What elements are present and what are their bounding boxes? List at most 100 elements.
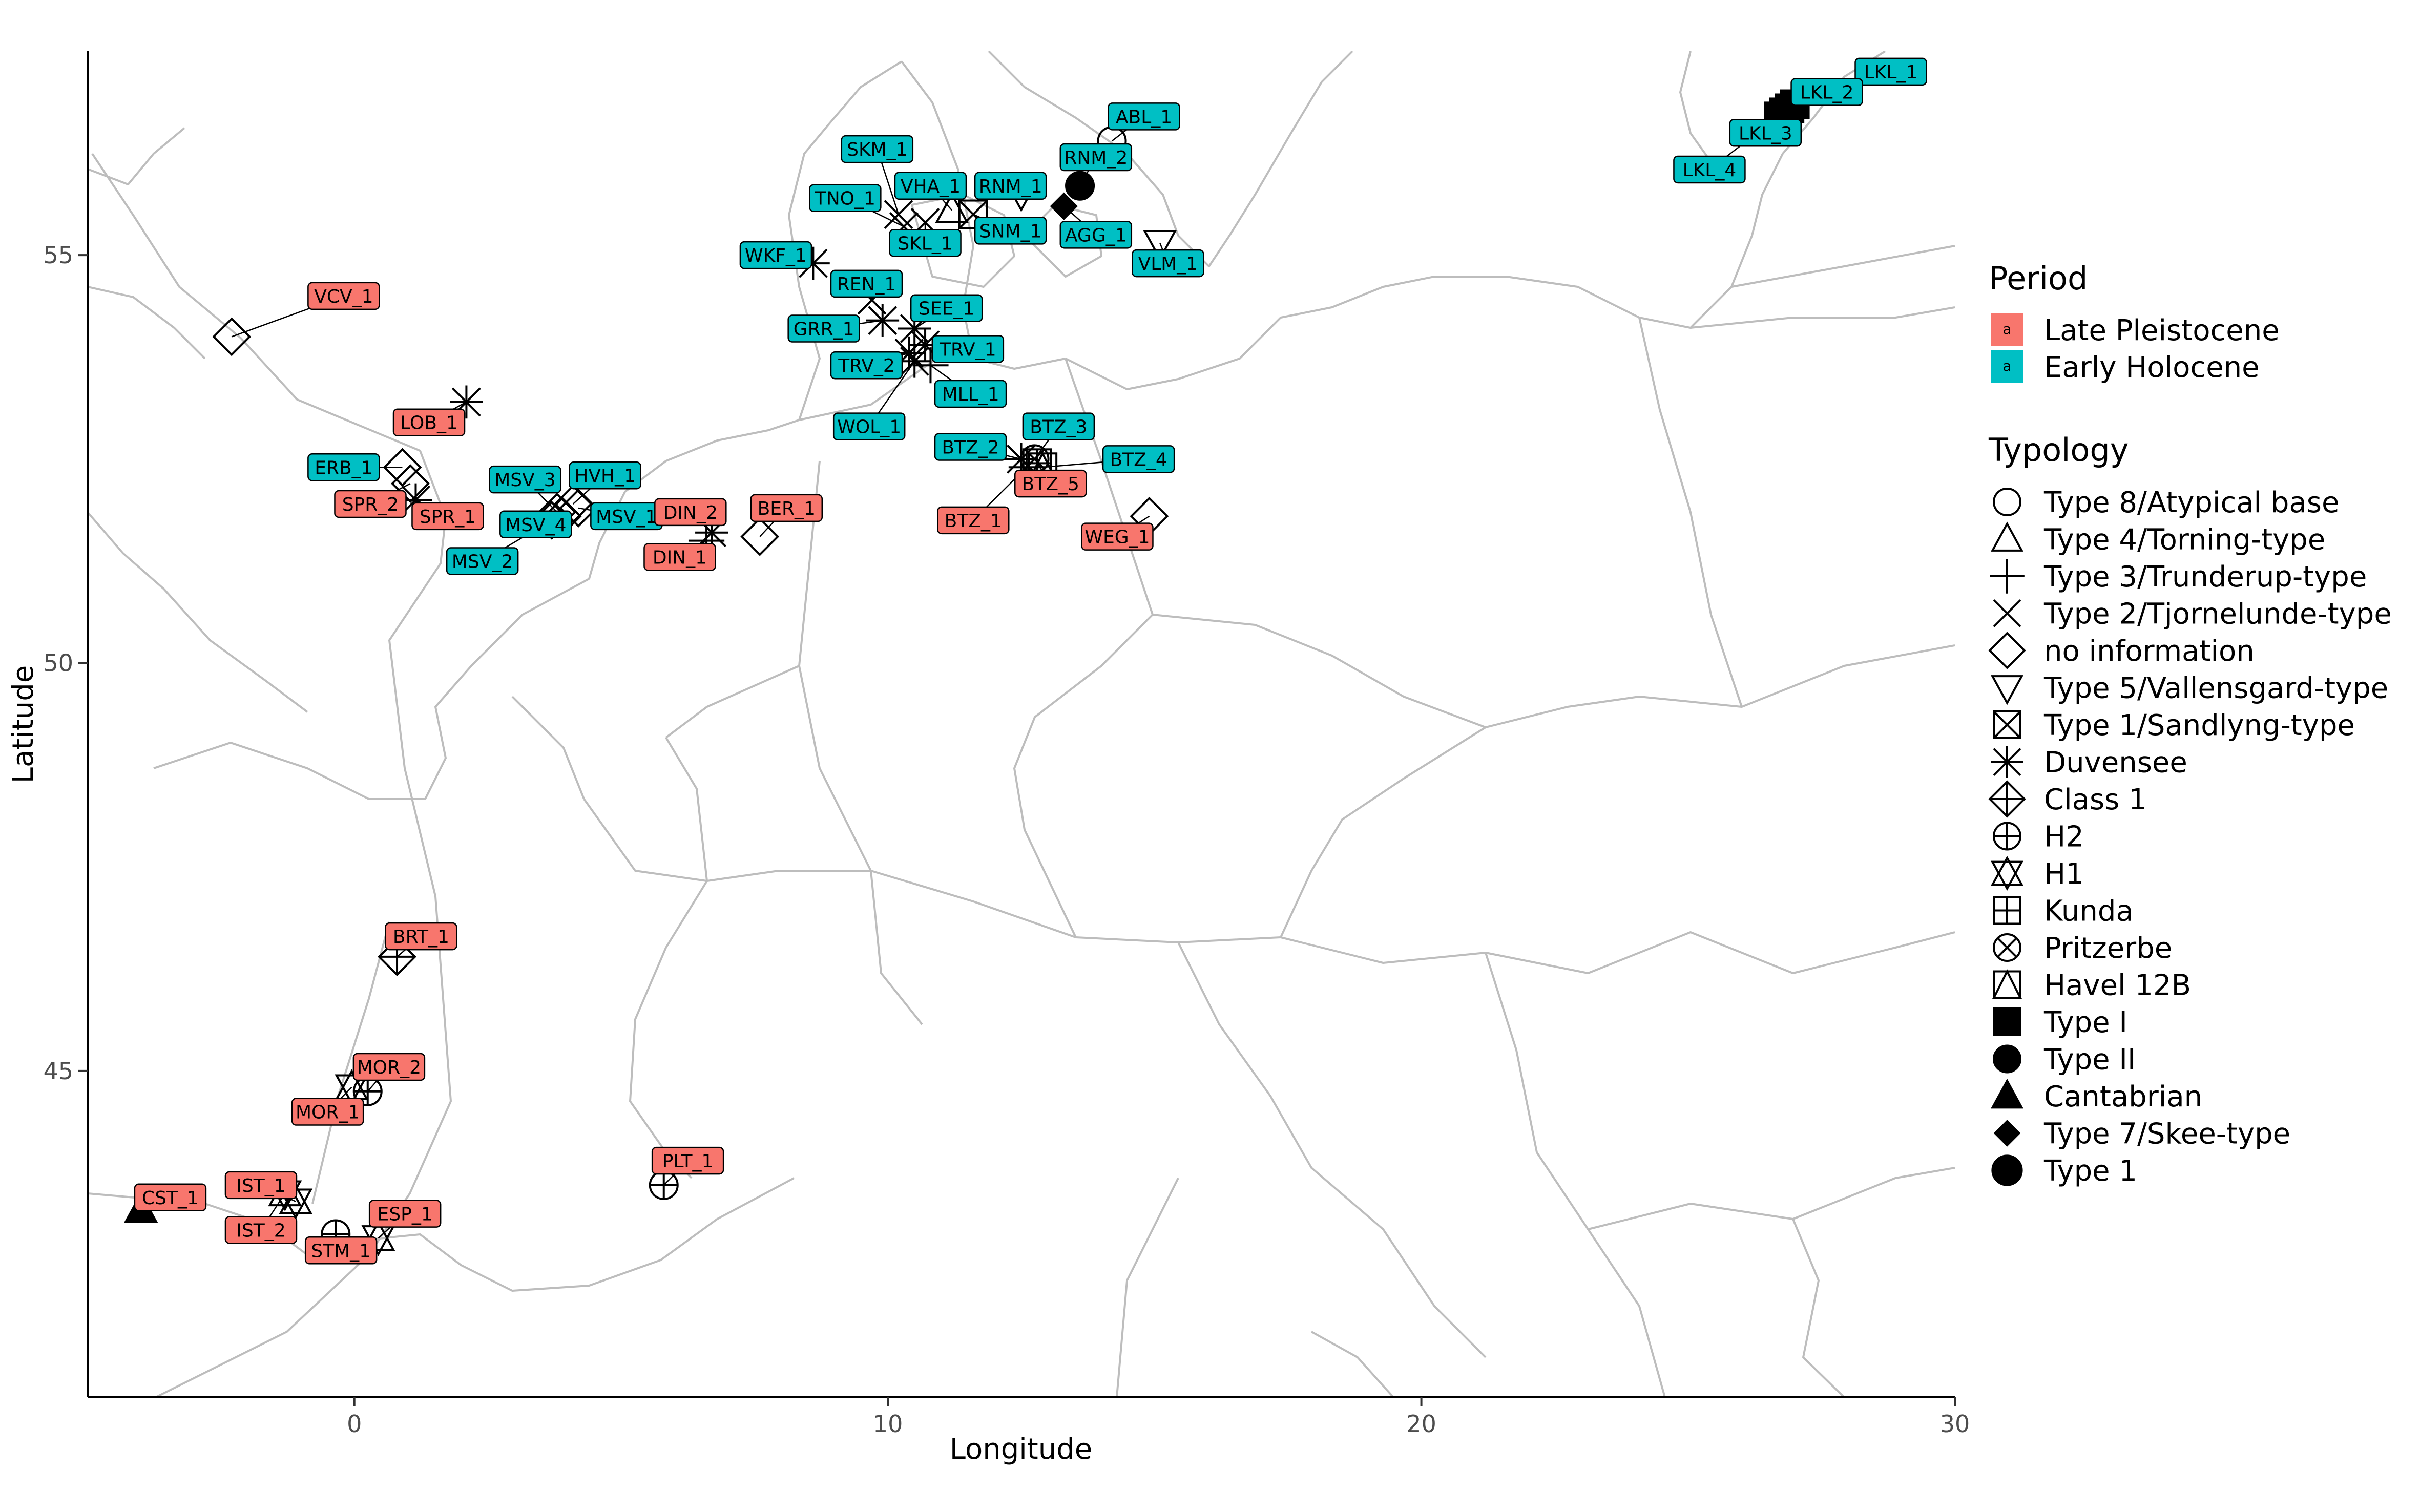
site-label-text: ABL_1 <box>1116 107 1172 128</box>
site-label-din-2: DIN_2 <box>654 498 727 527</box>
legend-typology: Typology Type 8/Atypical base Type 4/Torn… <box>1988 431 2392 1188</box>
site-marker-vcv-1 <box>212 317 252 356</box>
site-label-snm-1: SNM_1 <box>974 217 1047 245</box>
legend-typology-label: Type I <box>2043 1006 2127 1039</box>
legend-typology-label: Duvensee <box>2044 746 2187 780</box>
site-label-vcv-1: VCV_1 <box>307 282 380 310</box>
site-label-rnm-1: RNM_1 <box>974 172 1047 200</box>
legend-typology-symbol <box>1993 933 2021 962</box>
site-label-ren-1: REN_1 <box>830 269 903 298</box>
legend-typology-item: Duvensee <box>1991 746 2187 780</box>
site-label-grr-1: GRR_1 <box>787 314 860 343</box>
site-label-text: CST_1 <box>142 1188 199 1209</box>
y-tick-label: 55 <box>43 241 73 269</box>
x-tick-label: 20 <box>1406 1410 1436 1438</box>
site-label-btz-5: BTZ_5 <box>1014 469 1087 498</box>
site-label-msv-3: MSV_3 <box>489 465 561 494</box>
legend-typology-label: no information <box>2044 635 2255 668</box>
site-label-plt-1: PLT_1 <box>651 1146 724 1175</box>
site-label-erb-1: ERB_1 <box>307 453 380 481</box>
legend-period-item: a Early Holocene <box>1991 350 2260 384</box>
legend-typology-label: Type 1 <box>2043 1154 2137 1188</box>
site-label-text: MSV_2 <box>452 551 513 572</box>
site-label-text: RNM_2 <box>1064 148 1128 169</box>
legend-period-key-glyph: a <box>2002 321 2011 338</box>
site-label-text: BRT_1 <box>393 927 449 948</box>
site-label-text: STM_1 <box>311 1241 371 1262</box>
site-marker-plt-1 <box>649 1170 679 1200</box>
site-label-text: ESP_1 <box>378 1204 433 1225</box>
site-label-text: AGG_1 <box>1065 225 1127 246</box>
legend-typology-symbol <box>1993 896 2021 925</box>
site-label-wkf-1: WKF_1 <box>739 241 812 269</box>
site-label-cst-1: CST_1 <box>134 1183 207 1212</box>
site-label-text: MOR_2 <box>357 1057 421 1078</box>
legend-typology-symbol <box>1993 1044 2021 1074</box>
legend-typology-label: H1 <box>2044 857 2084 891</box>
site-label-text: LOB_1 <box>400 413 458 434</box>
legend-typology-label: Havel 12B <box>2044 969 2191 1002</box>
legend-typology-symbol <box>1991 1078 2023 1109</box>
site-marker-grr-1 <box>866 304 900 337</box>
y-tick-label: 45 <box>43 1057 73 1085</box>
legend-typology-item: Cantabrian <box>1991 1078 2202 1114</box>
legend-typology-label: Type 1/Sandlyng-type <box>2043 709 2355 742</box>
site-label-ist-1: IST_1 <box>224 1171 298 1200</box>
site-label-mor-1: MOR_1 <box>291 1098 364 1126</box>
legend-typology-symbol <box>1993 822 2021 851</box>
site-label-text: DIN_2 <box>663 502 718 523</box>
legend-typology-label: Class 1 <box>2044 783 2147 816</box>
site-label-msv-1: MSV_1 <box>590 502 663 531</box>
x-tick-label: 30 <box>1940 1410 1970 1438</box>
site-label-btz-3: BTZ_3 <box>1022 412 1095 440</box>
legend-period-item: a Late Pleistocene <box>1991 313 2280 347</box>
site-label-text: ERB_1 <box>315 457 372 478</box>
site-label-skm-1: SKM_1 <box>841 135 914 163</box>
legend-typology-item: Type I <box>1993 1006 2127 1039</box>
legend-period-key-glyph: a <box>2002 358 2011 374</box>
legend-typology-label: Type 8/Atypical base <box>2043 486 2339 519</box>
site-label-text: BTZ_3 <box>1030 417 1087 438</box>
site-label-text: LKL_4 <box>1683 160 1737 181</box>
site-label-lkl-2: LKL_2 <box>1790 78 1863 106</box>
site-label-mor-2: MOR_2 <box>352 1053 426 1081</box>
site-label-text: WOL_1 <box>837 417 901 438</box>
site-label-text: BTZ_4 <box>1110 449 1167 470</box>
legend-typology-item: Type 1/Sandlyng-type <box>1993 709 2355 742</box>
site-label-text: BER_1 <box>758 498 816 519</box>
site-label-mll-1: MLL_1 <box>934 380 1007 408</box>
site-label-din-1: DIN_1 <box>643 543 716 571</box>
site-label-text: SKL_1 <box>898 233 952 254</box>
site-label-text: IST_1 <box>236 1175 285 1196</box>
legend-typology-item: Type 5/Vallensgard-type <box>1991 672 2388 705</box>
site-marker-ber-1 <box>740 517 780 556</box>
site-label-ist-2: IST_2 <box>224 1216 298 1244</box>
legend-typology-item: Type 4/Torning-type <box>1991 521 2325 557</box>
site-marker-wol-1 <box>898 344 931 378</box>
legend-typology-symbol <box>1991 855 2023 891</box>
legend-typology-item: Pritzerbe <box>1993 932 2172 965</box>
site-label-text: BTZ_1 <box>945 511 1002 532</box>
site-label-lob-1: LOB_1 <box>392 408 466 436</box>
legend-typology-item: Havel 12B <box>1992 969 2191 1002</box>
site-label-text: SEE_1 <box>919 299 974 320</box>
legend-typology-symbol <box>1991 675 2023 705</box>
legend-typology-label: Kunda <box>2044 895 2134 928</box>
site-labels: VCV_1 LOB_1 ERB_1 SPR_2 SPR_1 MSV_3 HVH_1 MSV_4… <box>134 57 1927 1265</box>
site-label-text: BTZ_5 <box>1022 474 1079 495</box>
site-marker-rnm-2 <box>1065 171 1095 201</box>
site-label-abl-1: ABL_1 <box>1108 102 1180 131</box>
site-label-text: VHA_1 <box>901 176 961 197</box>
legend-period-title: Period <box>1989 260 2088 297</box>
site-label-text: TRV_1 <box>939 339 996 360</box>
site-label-text: LKL_2 <box>1800 82 1854 103</box>
y-axis-label: Latitude <box>7 665 40 783</box>
site-label-hvh-1: HVH_1 <box>569 461 641 490</box>
legend-typology-label: Type 2/Tjornelunde-type <box>2043 598 2392 631</box>
site-label-text: MSV_3 <box>494 470 555 491</box>
site-label-see-1: SEE_1 <box>910 294 983 322</box>
site-marker-vlm-1 <box>1143 230 1177 261</box>
basemap-borders <box>88 51 1955 1397</box>
site-label-text: DIN_1 <box>653 547 707 568</box>
